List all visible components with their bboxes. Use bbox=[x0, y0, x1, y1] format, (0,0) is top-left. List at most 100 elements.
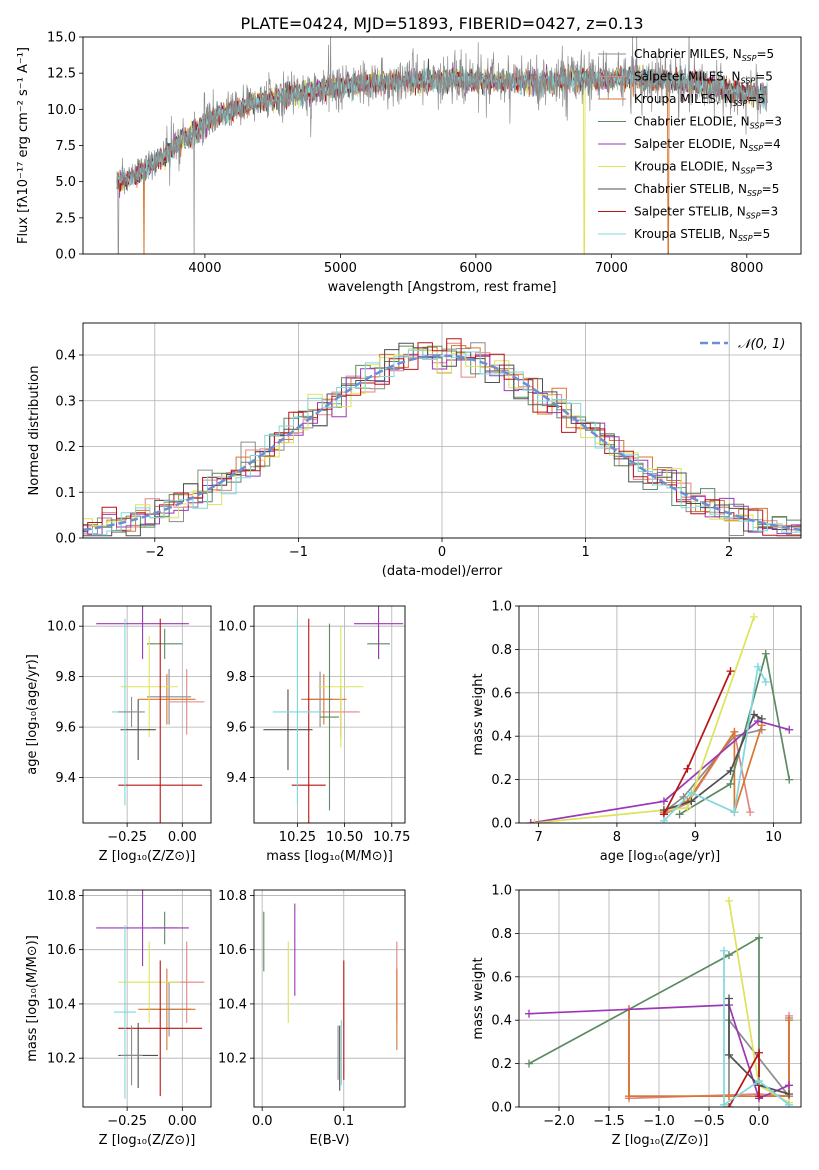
axes-frame bbox=[518, 605, 802, 824]
x-tick-label: −0.25 bbox=[107, 830, 147, 845]
y-tick-label: 10.0 bbox=[47, 620, 76, 635]
x-axis-label: Z [log₁₀(Z/Z⊙)] bbox=[612, 1133, 709, 1148]
legend-entry-1: Salpeter MILES, NSSP=5 bbox=[634, 70, 773, 86]
weight-point bbox=[785, 725, 794, 734]
y-tick-label: 10.2 bbox=[47, 1052, 76, 1067]
x-tick-label: −0.5 bbox=[693, 1114, 725, 1129]
weight-point bbox=[785, 1016, 793, 1025]
y-tick-label: 9.6 bbox=[226, 721, 247, 736]
weight-point bbox=[755, 1092, 763, 1101]
spectrum-lines bbox=[116, 37, 768, 254]
x-tick-label: −0.25 bbox=[107, 1114, 147, 1129]
y-tick-label: 1.0 bbox=[491, 884, 512, 899]
histogram-series-7 bbox=[83, 338, 801, 537]
x-axis-label: wavelength [Angstrom, rest frame] bbox=[328, 280, 557, 295]
y-axis-label: Flux [fλ10⁻¹⁷ erg cm⁻² s⁻¹ A⁻¹] bbox=[16, 47, 31, 244]
x-tick-label: 8 bbox=[613, 830, 621, 845]
x-tick-label: −1.5 bbox=[593, 1114, 625, 1129]
histogram-series-6 bbox=[83, 342, 801, 537]
y-axis-label: mass [log₁₀(M/M⊙)] bbox=[25, 935, 40, 1062]
spectrum-legend: Chabrier MILES, NSSP=5 Salpeter MILES, NS… bbox=[598, 47, 782, 243]
weight-point bbox=[750, 710, 758, 719]
weight-point bbox=[687, 788, 696, 797]
x-tick-label: 4000 bbox=[188, 261, 221, 276]
y-tick-label: 10.0 bbox=[218, 620, 247, 635]
x-tick-label: 0.0 bbox=[749, 1114, 770, 1129]
x-tick-label: 10.50 bbox=[326, 830, 363, 845]
x-tick-label: 10.25 bbox=[279, 830, 316, 845]
axes-frame bbox=[253, 889, 406, 1108]
x-tick-label: 2 bbox=[725, 545, 733, 560]
weight-point bbox=[725, 1103, 733, 1107]
y-tick-label: 9.8 bbox=[226, 670, 247, 685]
weight-series-4 bbox=[528, 1004, 790, 1100]
x-tick-label: 7000 bbox=[595, 261, 628, 276]
figure-title: PLATE=0424, MJD=51893, FIBERID=0427, z=0… bbox=[240, 14, 643, 33]
y-tick-label: 0.3 bbox=[55, 394, 76, 409]
y-tick-label: 0.0 bbox=[55, 248, 76, 263]
legend-entry-3: Chabrier ELODIE, NSSP=3 bbox=[634, 115, 782, 131]
weight-point bbox=[525, 1059, 533, 1068]
x-axis-label: mass [log₁₀(M/M⊙)] bbox=[266, 849, 393, 864]
weight-point bbox=[785, 775, 794, 784]
weight-series-8 bbox=[723, 950, 790, 1107]
y-tick-label: 10.8 bbox=[47, 889, 76, 904]
axes-mass-vs-Z: −0.25 0.00 10.2 10.4 10.6 10.8 bbox=[47, 889, 211, 1129]
weight-point bbox=[726, 779, 735, 788]
axes-frame bbox=[82, 889, 212, 1108]
weight-point bbox=[725, 1092, 733, 1101]
x-tick-label: 1 bbox=[581, 545, 589, 560]
weight-point bbox=[720, 946, 728, 955]
weight-point bbox=[720, 1100, 728, 1107]
legend-entry-6: Chabrier STELIB, NSSP=5 bbox=[634, 182, 779, 198]
x-tick-label: 10 bbox=[765, 830, 782, 845]
y-tick-label: 0.2 bbox=[491, 773, 512, 788]
weight-point bbox=[625, 1092, 633, 1101]
x-tick-label: −2 bbox=[145, 545, 164, 560]
y-tick-label: 2.5 bbox=[55, 211, 76, 226]
legend-entry-7: Salpeter STELIB, NSSP=3 bbox=[634, 205, 778, 221]
axes-frame bbox=[518, 889, 802, 1108]
weight-point bbox=[750, 612, 758, 621]
y-tick-label: 10.8 bbox=[218, 889, 247, 904]
y-tick-label: 0.2 bbox=[55, 440, 76, 455]
weights-weight-vs-age bbox=[526, 612, 794, 823]
axes-spectrum: 4000 5000 6000 7000 8000 0.0 2.5 5.0 7.5 10.0 12.5… bbox=[47, 31, 763, 277]
errorbars-mass-vs-EBV bbox=[263, 903, 398, 1091]
x-tick-label: 0.00 bbox=[168, 1114, 197, 1129]
weight-point bbox=[683, 764, 692, 773]
y-tick-label: 9.6 bbox=[55, 721, 76, 736]
legend-entry-2: Kroupa MILES, NSSP=5 bbox=[634, 92, 765, 108]
y-tick-label: 0.0 bbox=[491, 817, 512, 832]
weight-point bbox=[659, 797, 668, 806]
weight-point bbox=[725, 896, 733, 905]
weight-point bbox=[725, 1050, 733, 1059]
y-tick-label: 9.8 bbox=[55, 670, 76, 685]
legend-entry-0: Chabrier MILES, NSSP=5 bbox=[634, 47, 774, 63]
y-tick-label: 9.4 bbox=[55, 771, 76, 786]
weight-point bbox=[675, 810, 684, 819]
axes-frame bbox=[253, 605, 406, 824]
weight-point bbox=[785, 1081, 793, 1090]
errorbars-age-vs-Z bbox=[96, 606, 205, 823]
y-axis-label: age [log₁₀(age/yr)] bbox=[25, 654, 40, 775]
y-tick-label: 10.6 bbox=[218, 943, 247, 958]
y-tick-label: 10.6 bbox=[47, 943, 76, 958]
weight-point bbox=[785, 1100, 793, 1107]
y-tick-label: 10.2 bbox=[218, 1052, 247, 1067]
gaussian-curve bbox=[83, 354, 801, 532]
residuals-legend: 𝒩(0, 1) bbox=[700, 337, 785, 352]
axes-age-vs-Z: −0.25 0.00 9.4 9.6 9.8 10.0 bbox=[47, 606, 211, 845]
weight-point bbox=[730, 727, 739, 736]
weight-series-0 bbox=[663, 728, 762, 813]
axes-frame bbox=[82, 322, 802, 539]
y-tick-label: 10.4 bbox=[218, 997, 247, 1012]
x-axis-label: Z [log₁₀(Z/Z⊙)] bbox=[99, 849, 196, 864]
histogram-series-4 bbox=[83, 353, 801, 535]
legend-entry-8: Kroupa STELIB, NSSP=5 bbox=[634, 227, 770, 243]
weight-point bbox=[755, 1048, 763, 1057]
y-tick-label: 10.0 bbox=[47, 103, 76, 118]
errorbars-mass-vs-Z bbox=[96, 890, 205, 1099]
y-tick-label: 0.0 bbox=[55, 532, 76, 547]
x-tick-label: −2.0 bbox=[543, 1114, 575, 1129]
